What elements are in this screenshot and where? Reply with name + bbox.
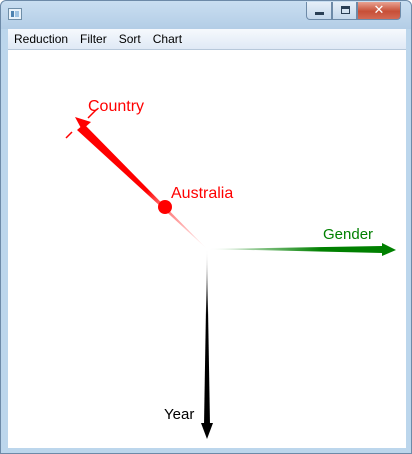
minimize-button[interactable] <box>306 2 332 20</box>
menu-sort[interactable]: Sort <box>118 32 141 46</box>
axis-gender-shaft <box>208 246 383 253</box>
data-point-australia[interactable]: Australia <box>158 185 233 214</box>
app-icon[interactable] <box>8 8 22 20</box>
axis-country-arrowhead <box>75 117 91 130</box>
menu-filter[interactable]: Filter <box>80 32 107 46</box>
chart-area: Country Gender Year Australia <box>8 50 406 448</box>
axis-country-tick <box>87 108 98 119</box>
axis-label-gender: Gender <box>323 226 373 243</box>
axis-label-country: Country <box>88 98 144 115</box>
axis-year-shaft <box>204 249 210 425</box>
close-button[interactable]: ✕ <box>357 2 401 20</box>
point-marker[interactable] <box>158 200 172 214</box>
axis-gender: Gender <box>208 226 396 256</box>
menu-chart[interactable]: Chart <box>152 32 183 46</box>
minimize-icon <box>315 12 324 15</box>
axis-country-shaft <box>77 124 207 249</box>
axis-gender-arrowhead <box>382 243 396 256</box>
axis-year: Year <box>164 249 213 439</box>
axis-country-tick <box>65 131 73 139</box>
menu-reduction[interactable]: Reduction <box>14 32 69 46</box>
menu-bar: Reduction Filter Sort Chart <box>8 29 406 50</box>
biplot-chart: Country Gender Year Australia <box>65 98 396 439</box>
axis-country: Country <box>65 98 207 249</box>
maximize-icon <box>341 6 350 14</box>
axis-label-year: Year <box>164 406 194 423</box>
axis-year-arrowhead <box>201 423 213 439</box>
maximize-button[interactable] <box>332 2 357 20</box>
title-bar[interactable]: ✕ <box>1 1 411 29</box>
close-icon: ✕ <box>373 3 385 18</box>
point-label-australia: Australia <box>171 185 233 202</box>
